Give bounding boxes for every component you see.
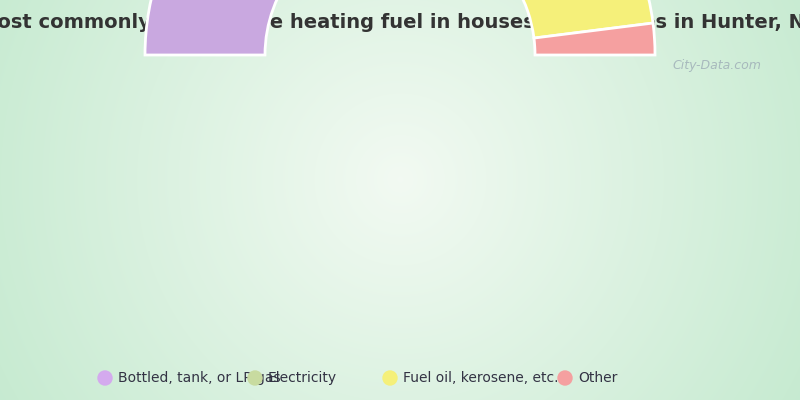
Circle shape [248, 371, 262, 385]
Wedge shape [145, 0, 379, 55]
Text: Bottled, tank, or LP gas: Bottled, tank, or LP gas [118, 371, 281, 385]
Wedge shape [516, 0, 653, 38]
Text: Fuel oil, kerosene, etc.: Fuel oil, kerosene, etc. [403, 371, 558, 385]
Circle shape [383, 371, 397, 385]
Wedge shape [534, 23, 655, 55]
Text: Most commonly used house heating fuel in houses and condos in Hunter, ND: Most commonly used house heating fuel in… [0, 13, 800, 32]
Text: Other: Other [578, 371, 618, 385]
Circle shape [98, 371, 112, 385]
Text: City-Data.com: City-Data.com [672, 58, 761, 72]
Text: Electricity: Electricity [268, 371, 337, 385]
Circle shape [558, 371, 572, 385]
